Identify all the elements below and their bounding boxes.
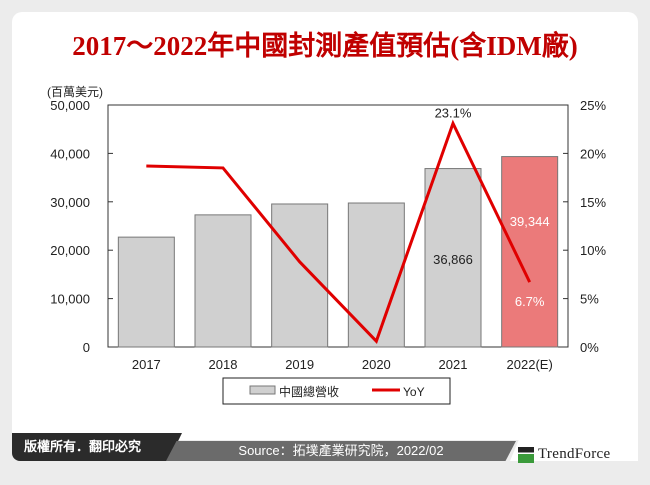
- source-note: Source：拓墣產業研究院，2022/02: [166, 441, 516, 461]
- right-tick-label: 10%: [580, 243, 606, 258]
- left-tick-label: 0: [83, 340, 90, 355]
- data-label: 39,344: [510, 214, 550, 229]
- bar-2020: [347, 202, 405, 348]
- x-tick-label: 2021: [439, 357, 468, 372]
- data-label: 6.7%: [515, 294, 545, 309]
- right-tick-label: 15%: [580, 195, 606, 210]
- data-label: 36,866: [433, 252, 473, 267]
- data-label: 23.1%: [435, 105, 472, 120]
- trendforce-logo: TrendForce: [518, 446, 610, 463]
- bar-2017: [117, 236, 175, 348]
- right-tick-label: 0%: [580, 340, 599, 355]
- chart-title: 2017～2022年中國封測產值預估(含IDM廠): [72, 31, 578, 61]
- left-tick-label: 50,000: [50, 98, 90, 113]
- x-tick-label: 2022(E): [507, 357, 553, 372]
- left-tick-label: 10,000: [50, 292, 90, 307]
- right-tick-label: 20%: [580, 146, 606, 161]
- x-tick-label: 2020: [362, 357, 391, 372]
- bar-2018: [194, 214, 252, 348]
- bar-2022(E): [501, 156, 559, 348]
- left-tick-label: 30,000: [50, 195, 90, 210]
- brand-name: TrendForce: [538, 446, 611, 462]
- x-tick-label: 2017: [132, 357, 161, 372]
- left-tick-label: 20,000: [50, 243, 90, 258]
- trendforce-logo-icon: [518, 446, 534, 463]
- y-unit-label: (百萬美元): [47, 85, 103, 99]
- legend-bar-swatch: [249, 385, 276, 395]
- x-tick-label: 2018: [209, 357, 238, 372]
- bar-2019: [271, 203, 329, 348]
- copyright-notice: 版權所有．翻印必究: [12, 433, 182, 461]
- x-tick-label: 2019: [285, 357, 314, 372]
- right-tick-label: 25%: [580, 98, 606, 113]
- yoy-line: [146, 119, 532, 344]
- bar-2021: [424, 168, 482, 348]
- plot-frame: [107, 104, 569, 348]
- legend-line-label: YoY: [403, 385, 425, 399]
- left-tick-label: 40,000: [50, 146, 90, 161]
- right-tick-label: 5%: [580, 292, 599, 307]
- legend-bar-label: 中國總營收: [279, 384, 339, 399]
